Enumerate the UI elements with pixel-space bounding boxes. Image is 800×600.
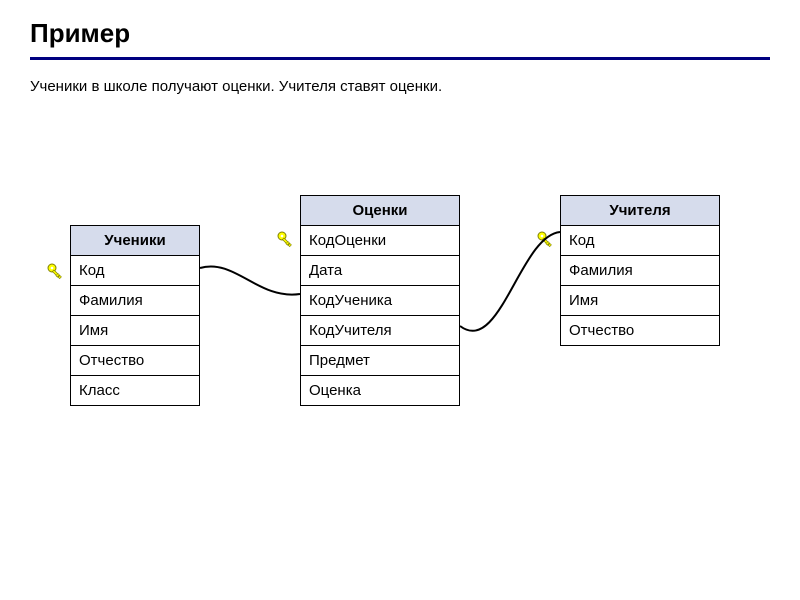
- entity-grades-header: Оценки: [301, 196, 459, 226]
- slide-container: Пример Ученики в школе получают оценки. …: [0, 0, 800, 600]
- entity-grades-row: Оценка: [301, 376, 459, 405]
- entity-grades: Оценки КодОценки Дата КодУченика КодУчит…: [300, 195, 460, 406]
- title-rule: [30, 57, 770, 60]
- entity-grades-row: Предмет: [301, 346, 459, 376]
- entity-students-row: Имя: [71, 316, 199, 346]
- entity-students-header: Ученики: [71, 226, 199, 256]
- slide-title: Пример: [30, 18, 770, 55]
- slide-subtitle: Ученики в школе получают оценки. Учителя…: [30, 78, 770, 95]
- key-icon: [276, 230, 294, 248]
- entity-students-row: Класс: [71, 376, 199, 405]
- entity-teachers: Учителя Код Фамилия Имя Отчество: [560, 195, 720, 346]
- key-icon: [46, 262, 64, 280]
- entity-students-row: Отчество: [71, 346, 199, 376]
- entity-teachers-row: Имя: [561, 286, 719, 316]
- entity-students-row: Фамилия: [71, 286, 199, 316]
- entity-grades-row: КодУченика: [301, 286, 459, 316]
- entity-teachers-row: Отчество: [561, 316, 719, 345]
- entity-grades-row: КодОценки: [301, 226, 459, 256]
- entity-teachers-header: Учителя: [561, 196, 719, 226]
- entity-students-row: Код: [71, 256, 199, 286]
- entity-students: Ученики Код Фамилия Имя Отчество Класс: [70, 225, 200, 406]
- entity-teachers-row: Код: [561, 226, 719, 256]
- entity-teachers-row: Фамилия: [561, 256, 719, 286]
- entity-grades-row: Дата: [301, 256, 459, 286]
- entity-grades-row: КодУчителя: [301, 316, 459, 346]
- key-icon: [536, 230, 554, 248]
